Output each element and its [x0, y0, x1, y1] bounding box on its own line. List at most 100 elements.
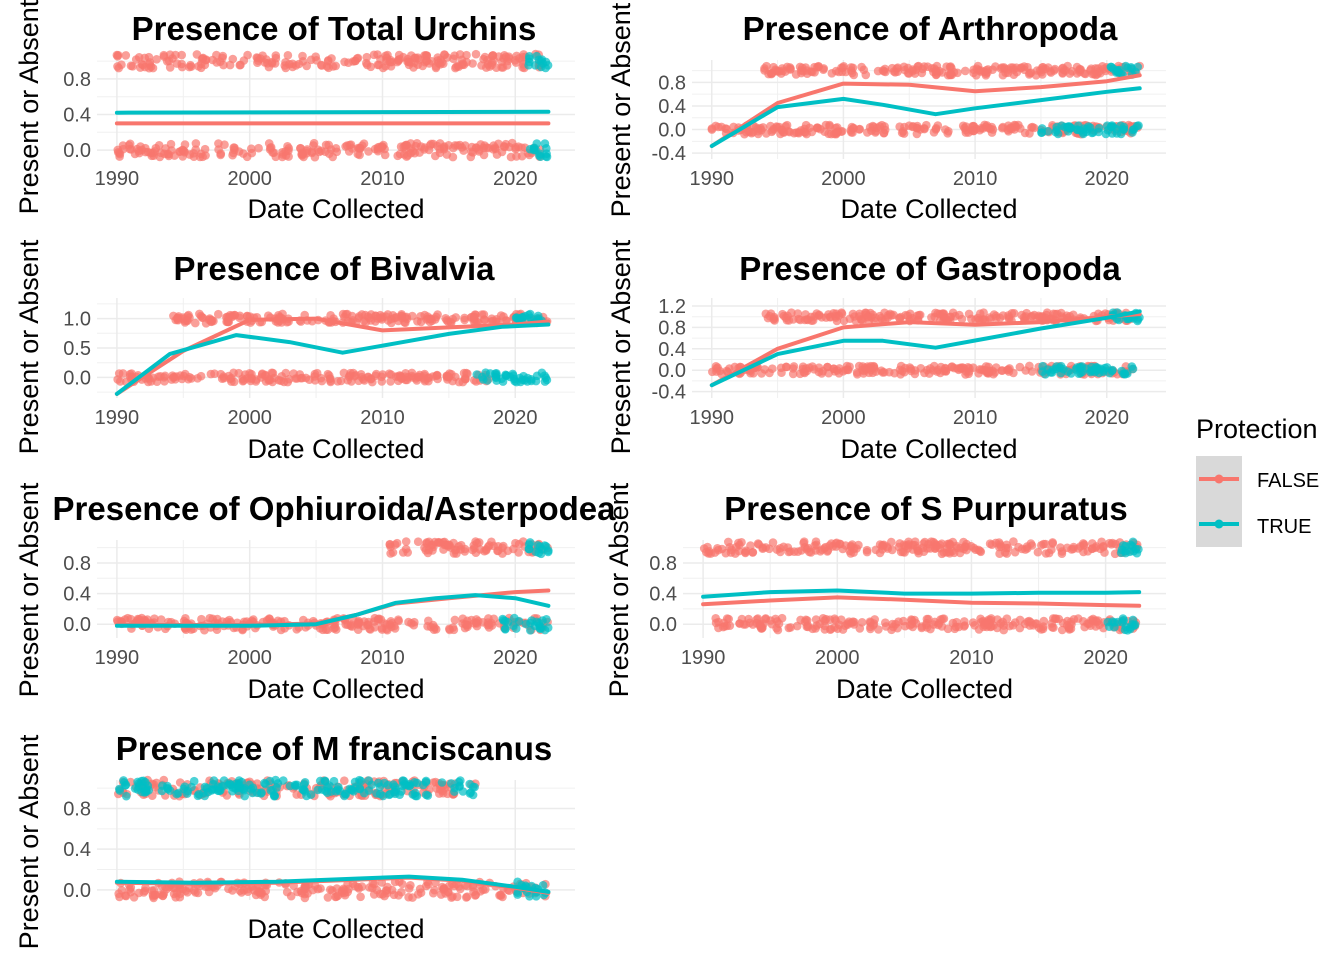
data-point [914, 310, 924, 320]
data-point [1118, 614, 1128, 623]
data-point [1125, 623, 1135, 632]
data-point [1048, 538, 1057, 547]
data-point [228, 54, 238, 64]
data-point [1056, 308, 1066, 318]
data-point [531, 376, 541, 386]
data-point [165, 786, 175, 795]
data-point [514, 616, 524, 626]
y-tick-label: 0.4 [63, 584, 91, 606]
data-point [265, 375, 275, 385]
data-point [465, 789, 475, 798]
data-point [952, 541, 961, 551]
data-point [364, 147, 373, 156]
data-point [1131, 544, 1140, 554]
data-point [800, 315, 810, 325]
data-point [855, 624, 865, 633]
data-point [937, 68, 947, 77]
data-point [1112, 68, 1121, 77]
data-point [355, 143, 365, 153]
data-point [529, 145, 539, 155]
data-point [535, 149, 545, 159]
data-point [431, 312, 441, 322]
data-point [347, 144, 357, 153]
data-point [176, 371, 185, 380]
data-point [288, 62, 297, 72]
data-point [328, 886, 337, 895]
data-point [152, 55, 161, 64]
data-point [831, 123, 840, 133]
data-point [997, 63, 1007, 72]
data-point [390, 621, 399, 631]
data-point [852, 368, 862, 377]
data-point [311, 52, 321, 61]
data-point [389, 780, 398, 789]
data-point [1031, 71, 1041, 80]
data-point [343, 887, 353, 897]
data-point [1047, 622, 1057, 632]
data-point [372, 885, 382, 895]
data-point [848, 128, 857, 137]
data-point [1029, 123, 1039, 133]
data-point [961, 66, 970, 76]
data-point [373, 616, 383, 625]
y-tick-label: 0.0 [63, 367, 91, 389]
data-point [448, 314, 458, 324]
data-point [253, 53, 262, 63]
data-point [375, 789, 385, 799]
data-point [817, 313, 826, 322]
data-point [762, 61, 771, 71]
data-point [989, 621, 998, 630]
data-point [281, 368, 291, 378]
data-point [353, 620, 363, 629]
chart-panel-5: 0.0 0.4 0.8 1990 2000 2010 2020 Presence of Oph… [14, 482, 616, 704]
data-point [889, 622, 898, 632]
data-point [191, 318, 200, 328]
data-point [989, 369, 998, 379]
data-point [995, 542, 1004, 552]
data-point [958, 121, 968, 131]
data-point [433, 53, 443, 62]
data-point [1121, 548, 1130, 558]
x-tick-label: 1990 [690, 168, 735, 190]
data-point [772, 545, 782, 554]
chart-title: Presence of Total Urchins [132, 10, 537, 47]
data-point [975, 546, 985, 556]
data-point [761, 614, 770, 623]
data-point [792, 621, 802, 631]
data-point [429, 778, 438, 787]
data-point [394, 615, 403, 624]
data-point [511, 313, 521, 323]
data-point [141, 147, 150, 157]
series-line-false [709, 73, 1142, 148]
x-tick-label: 2020 [493, 168, 538, 190]
data-point [1021, 366, 1030, 375]
x-tick-label: 2000 [815, 647, 860, 669]
data-point [325, 374, 335, 384]
data-point [373, 50, 382, 59]
data-point [497, 63, 507, 72]
data-point [869, 122, 879, 132]
data-point [286, 891, 296, 901]
data-point [800, 124, 809, 134]
data-point [894, 617, 903, 626]
data-point [768, 126, 778, 135]
data-point [1027, 367, 1037, 376]
data-point [809, 365, 819, 374]
data-point [260, 892, 270, 902]
data-point [979, 308, 988, 318]
data-point [777, 613, 787, 623]
data-point [707, 124, 717, 133]
data-point [213, 782, 223, 791]
data-point [247, 148, 257, 158]
data-point [1119, 125, 1128, 134]
data-point [1010, 547, 1020, 557]
y-tick-label: 1.2 [658, 296, 686, 318]
data-point [720, 622, 729, 631]
y-axis-label: Present or Absent [604, 482, 634, 697]
x-tick-label: 2000 [821, 407, 866, 429]
data-point [344, 58, 353, 67]
data-point [1067, 545, 1076, 554]
data-point [511, 624, 521, 633]
data-point [799, 537, 809, 546]
data-point [1026, 618, 1035, 627]
